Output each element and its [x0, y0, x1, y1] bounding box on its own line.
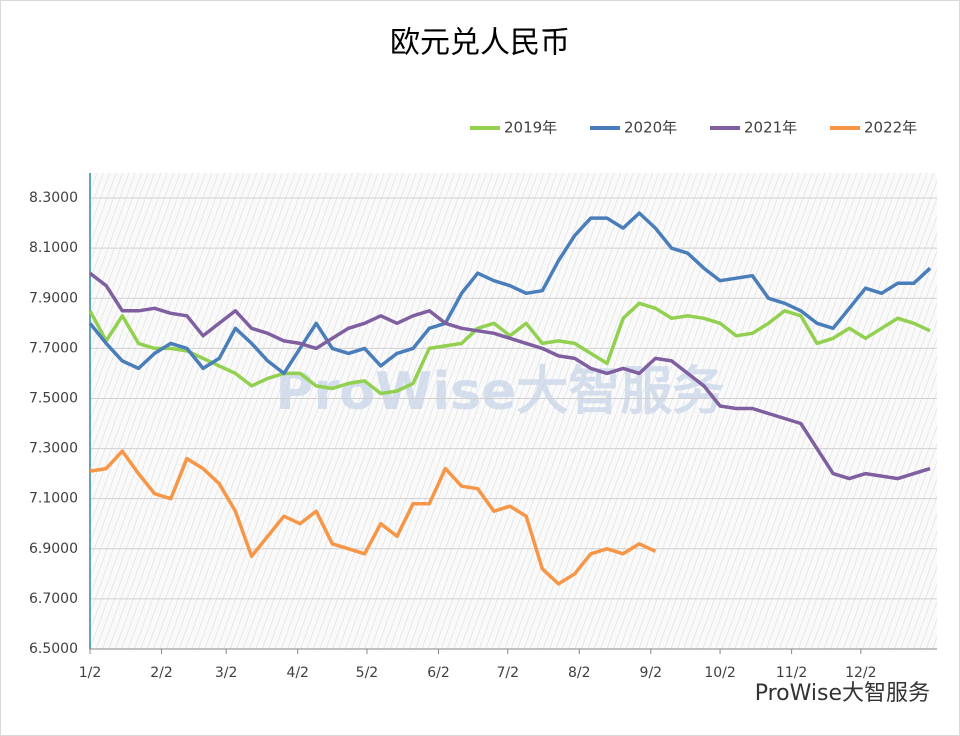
- y-tick-label: 7.5000: [29, 390, 78, 406]
- y-tick-label: 6.7000: [29, 591, 78, 607]
- watermark: ProWise大智服务: [276, 362, 725, 422]
- x-tick-label: 2/2: [150, 665, 173, 681]
- series-line: [88, 301, 931, 396]
- legend-label: 2022年: [864, 119, 917, 137]
- x-tick-label: 6/2: [427, 665, 450, 681]
- y-tick-label: 6.5000: [29, 641, 78, 657]
- x-tick-label: 1/2: [79, 665, 102, 681]
- legend-label: 2021年: [744, 119, 797, 137]
- series-line: [88, 271, 931, 481]
- y-tick-label: 8.1000: [29, 240, 78, 256]
- y-tick-label: 7.3000: [29, 441, 78, 457]
- y-tick-label: 7.1000: [29, 491, 78, 507]
- x-tick-label: 8/2: [568, 665, 591, 681]
- x-tick-label: 5/2: [356, 665, 379, 681]
- chart-title: 欧元兑人民币: [390, 26, 570, 61]
- y-tick-label: 7.7000: [29, 340, 78, 356]
- plot-area: [90, 173, 937, 649]
- series-line: [88, 211, 932, 376]
- y-tick-label: 8.3000: [29, 190, 78, 206]
- series-line: [89, 449, 657, 586]
- x-tick-label: 3/2: [215, 665, 238, 681]
- legend-label: 2019年: [504, 119, 557, 137]
- x-tick-label: 7/2: [496, 665, 519, 681]
- y-tick-label: 7.9000: [29, 290, 78, 306]
- x-tick-label: 9/2: [640, 665, 663, 681]
- x-tick-label: 12/2: [845, 665, 876, 681]
- x-tick-label: 11/2: [776, 665, 807, 681]
- watermark: ProWise大智服务: [755, 681, 930, 706]
- y-tick-label: 6.9000: [29, 541, 78, 557]
- x-tick-label: 10/2: [704, 665, 735, 681]
- legend-label: 2020年: [624, 119, 677, 137]
- x-tick-label: 4/2: [286, 665, 309, 681]
